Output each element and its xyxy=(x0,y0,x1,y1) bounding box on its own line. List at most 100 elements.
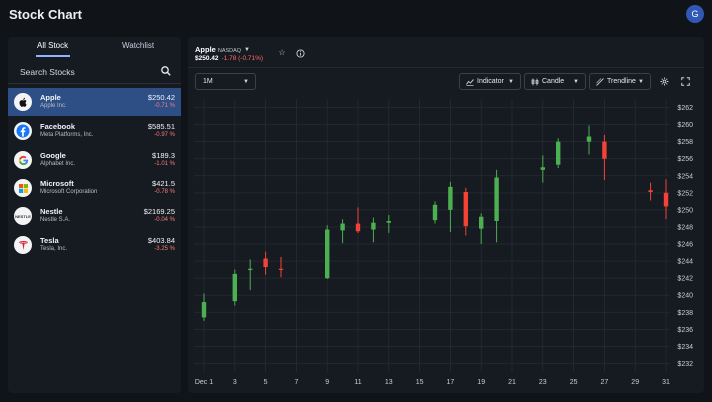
candle-body xyxy=(586,136,592,142)
tab-all-stock[interactable]: All Stock xyxy=(37,41,69,50)
stock-company: Tesla, Inc. xyxy=(40,246,68,252)
stock-company: Meta Platforms, Inc. xyxy=(40,132,94,138)
candle-body xyxy=(556,141,561,165)
indicator-select[interactable]: Indicator ▼ xyxy=(459,73,521,90)
y-tick-label: $260 xyxy=(677,122,693,129)
x-tick-label: 21 xyxy=(508,379,516,386)
search-bar[interactable]: Search Stocks xyxy=(8,59,181,85)
candle-body xyxy=(448,186,453,210)
chart-type-select[interactable]: Candle ▼ xyxy=(524,73,586,90)
stock-price: $2169.25 xyxy=(143,207,175,216)
list-item-apple[interactable]: Apple Apple Inc. $250.42 -0.71 % xyxy=(8,88,181,116)
current-price: $250.42 xyxy=(195,55,219,62)
y-tick-label: $244 xyxy=(677,259,693,266)
x-tick-label: 3 xyxy=(233,379,237,386)
stock-change: -1.01 % xyxy=(154,161,175,167)
candle-body xyxy=(648,190,653,192)
candle-icon xyxy=(531,78,539,85)
stock-change: -0.78 % xyxy=(154,189,175,195)
sidebar-tabs: All Stock Watchlist xyxy=(8,37,181,57)
stock-company: Microsoft Corporation xyxy=(40,189,98,195)
period-select[interactable]: 1M ▼ xyxy=(195,73,256,90)
stock-price: $189.3 xyxy=(152,151,175,160)
candle-body xyxy=(432,204,438,221)
y-tick-label: $258 xyxy=(677,139,693,146)
y-tick-label: $262 xyxy=(677,105,693,112)
stock-name: Nestle xyxy=(40,207,63,216)
candle-body xyxy=(340,223,345,231)
x-tick-label: 5 xyxy=(264,379,268,386)
candle-body xyxy=(663,192,669,207)
indicator-label: Indicator xyxy=(477,78,504,85)
x-tick-label: Dec 1 xyxy=(195,379,213,386)
exchange-name: NASDAQ xyxy=(217,48,242,54)
app-title: Stock Chart xyxy=(9,7,82,22)
x-tick-label: 25 xyxy=(570,379,578,386)
stock-company: Apple Inc. xyxy=(40,103,67,109)
stock-change: -0.04 % xyxy=(154,217,175,223)
list-item-google[interactable]: Google Alphabet Inc. $189.3 -1.01 % xyxy=(8,146,181,174)
stock-company: Alphabet Inc. xyxy=(40,161,76,167)
price-change: -1.78 (-0.71%) xyxy=(221,55,264,62)
google-logo-icon xyxy=(14,151,32,169)
list-item-nestle[interactable]: NESTLE Nestle Nestle S.A. $2169.25 -0.04… xyxy=(8,202,181,230)
chevron-down-icon: ▼ xyxy=(243,78,249,85)
x-tick-label: 19 xyxy=(477,379,485,386)
candle-body xyxy=(540,167,545,170)
apple-logo-icon xyxy=(14,93,32,111)
period-value: 1M xyxy=(203,78,213,85)
price-summary: $250.42 -1.78 (-0.71%) xyxy=(195,55,263,62)
candle-body xyxy=(232,273,237,302)
stock-change: -0.97 % xyxy=(154,132,175,138)
candle-body xyxy=(494,177,499,221)
y-tick-label: $232 xyxy=(677,361,693,368)
x-tick-label: 31 xyxy=(662,379,670,386)
candle-body xyxy=(201,302,207,318)
candlestick-chart[interactable]: $232 $234 $236 $238 $240 $242 $244 $246 $248 $250… xyxy=(194,94,698,393)
symbol-selector[interactable]: Apple NASDAQ xyxy=(195,45,241,54)
candle-body xyxy=(325,229,330,279)
y-tick-label: $252 xyxy=(677,190,693,197)
trendline-label: Trendline xyxy=(607,78,636,85)
avatar[interactable]: G xyxy=(686,5,704,23)
star-icon[interactable]: ☆ xyxy=(278,48,286,57)
sidebar: All Stock Watchlist Search Stocks Apple … xyxy=(8,37,181,393)
stock-change: -0.71 % xyxy=(154,103,175,109)
candle-body xyxy=(386,220,391,223)
x-tick-label: 7 xyxy=(294,379,298,386)
list-item-microsoft[interactable]: Microsoft Microsoft Corporation $421.5 -… xyxy=(8,174,181,202)
facebook-logo-icon xyxy=(14,122,32,140)
search-input[interactable]: Search Stocks xyxy=(20,67,75,77)
candle-body xyxy=(248,268,253,270)
chart-type-label: Candle xyxy=(542,78,565,85)
y-tick-label: $238 xyxy=(677,310,693,317)
stock-name: Apple xyxy=(40,93,61,102)
y-tick-label: $234 xyxy=(677,344,693,351)
tab-watchlist[interactable]: Watchlist xyxy=(122,41,155,50)
y-tick-label: $242 xyxy=(677,276,693,283)
list-item-facebook[interactable]: Facebook Meta Platforms, Inc. $585.51 -0… xyxy=(8,117,181,145)
candle-body xyxy=(278,268,284,270)
trendline-select[interactable]: Trendline ▼ xyxy=(589,73,651,90)
y-tick-label: $246 xyxy=(677,242,693,249)
chevron-down-icon: ▼ xyxy=(638,78,644,85)
y-tick-label: $248 xyxy=(677,224,693,231)
chevron-down-icon[interactable]: ▼ xyxy=(244,47,250,53)
chevron-down-icon: ▼ xyxy=(573,78,579,85)
gear-icon[interactable] xyxy=(660,77,669,86)
y-tick-label: $240 xyxy=(677,293,693,300)
info-icon[interactable] xyxy=(296,49,305,58)
list-item-tesla[interactable]: Tesla Tesla, Inc. $403.84 -3.25 % xyxy=(8,231,181,259)
candle-body xyxy=(371,222,376,230)
search-icon[interactable] xyxy=(160,65,172,77)
stock-company: Nestle S.A. xyxy=(40,217,71,223)
fullscreen-icon[interactable] xyxy=(681,77,690,86)
x-tick-label: 9 xyxy=(325,379,329,386)
x-tick-label: 13 xyxy=(385,379,393,386)
x-tick-label: 15 xyxy=(416,379,424,386)
stock-name: Facebook xyxy=(40,122,76,131)
stock-price: $585.51 xyxy=(147,122,175,131)
candle-body xyxy=(463,191,468,227)
x-tick-label: 23 xyxy=(539,379,547,386)
nestle-logo-icon: NESTLE xyxy=(14,207,32,225)
